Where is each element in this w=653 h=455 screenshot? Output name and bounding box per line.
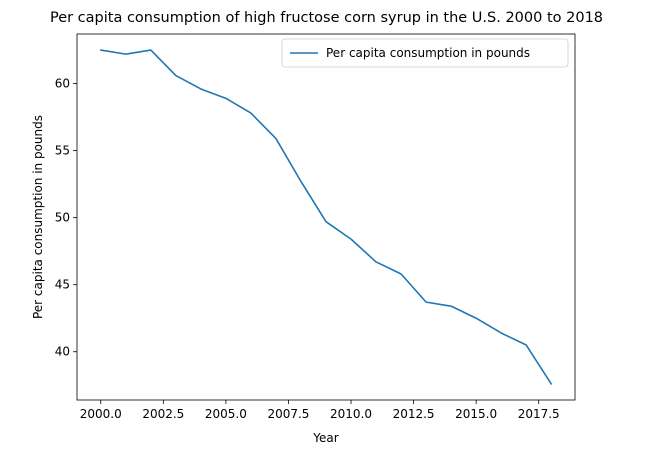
y-tick-label: 55 [55, 144, 70, 158]
x-tick-label: 2017.5 [518, 407, 560, 421]
y-tick-label: 60 [55, 77, 70, 91]
legend-box [281, 38, 569, 68]
series-layer [99, 49, 553, 385]
x-tick-label: 2012.5 [393, 407, 435, 421]
x-tick-label: 2007.5 [267, 407, 309, 421]
x-tick-label: 2010.0 [330, 407, 372, 421]
x-tick-label: 2002.5 [142, 407, 184, 421]
x-tick-label: 2005.0 [205, 407, 247, 421]
x-tick-label: 2000.0 [80, 407, 122, 421]
y-tick-label: 40 [55, 345, 70, 359]
y-tick-label: 45 [55, 278, 70, 292]
legend-label: Per capita consumption in pounds [326, 46, 530, 60]
legend: Per capita consumption in pounds [281, 38, 569, 68]
y-axis: 40 45 50 55 60 [55, 77, 77, 359]
series-line-0 [99, 49, 553, 385]
plot-area-frame [76, 33, 576, 401]
x-tick-label: 2015.0 [455, 407, 497, 421]
x-axis-label: Year [312, 431, 338, 445]
x-axis: 2000.0 2002.5 2005.0 2007.5 2010.0 2012.5 2015… [80, 400, 560, 421]
chart-title: Per capita consumption of high fructose … [50, 10, 603, 26]
y-axis-label: Per capita consumption in pounds [31, 115, 45, 319]
y-tick-label: 50 [55, 211, 70, 225]
